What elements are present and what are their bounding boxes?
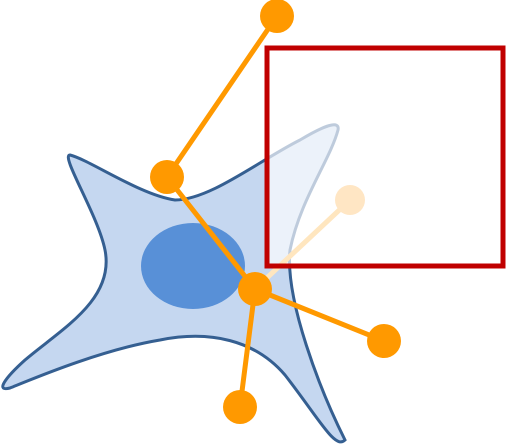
link-hub-node-to-right-node	[252, 286, 387, 344]
frame-fade-overlay	[267, 48, 503, 266]
node-layer	[150, 0, 401, 424]
nucleus	[141, 223, 245, 309]
link-hub-node-to-faded-node	[252, 197, 353, 292]
hub-node	[238, 272, 272, 306]
link-upper-left-node-to-hub-node	[164, 174, 258, 292]
faded-node	[335, 185, 365, 215]
link-top-node-to-upper-left-node	[164, 13, 280, 180]
link-hub-node-to-bottom-node	[237, 286, 258, 410]
selection-frame	[264, 45, 506, 269]
top-node	[260, 0, 294, 33]
right-node	[367, 324, 401, 358]
bottom-node	[223, 390, 257, 424]
link-layer	[164, 13, 387, 410]
upper-left-node	[150, 160, 184, 194]
